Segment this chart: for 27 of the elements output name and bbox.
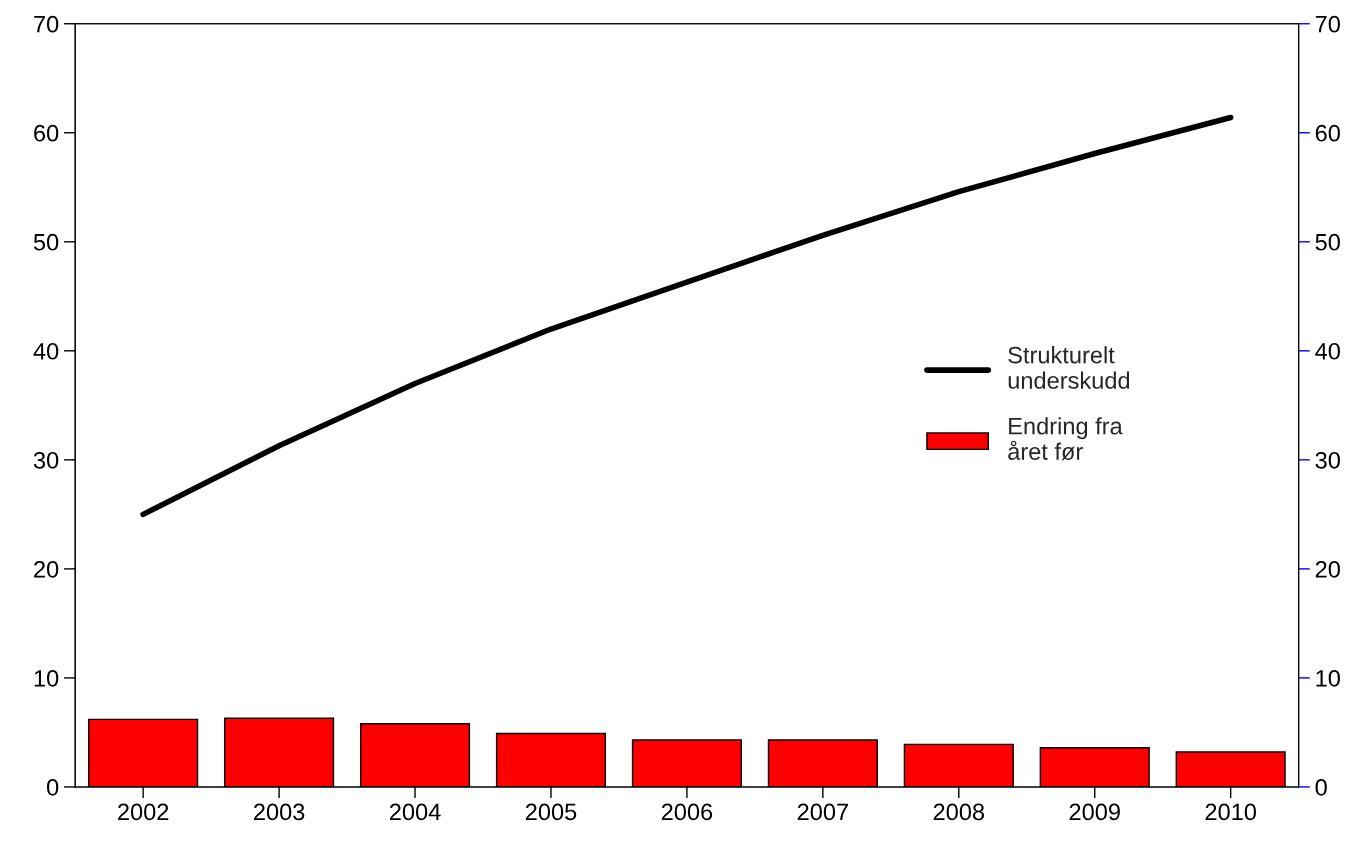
x-tick-label: 2010 [1205,803,1257,821]
x-tick-label: 2007 [797,803,848,821]
y-tick-label: 20 [34,560,59,578]
x-tick-label: 2009 [1069,803,1120,821]
x-tick-label: 2006 [661,803,713,821]
y2-tick-label: 0 [1315,779,1327,796]
y2-tick-label: 30 [1315,451,1340,469]
y-tick-label: 10 [34,669,59,687]
y2-tick-label: 20 [1315,560,1340,578]
y-tick-label: 0 [47,779,59,796]
y2-tick-label: 40 [1315,342,1340,360]
y-tick-label: 40 [33,342,59,360]
y-tick-label: 30 [33,451,59,469]
x-tick-label: 2002 [118,803,169,821]
x-tick-label: 2005 [525,803,577,821]
y2-tick-label: 60 [1315,124,1340,142]
y2-tick-label: 50 [1315,233,1340,251]
y-tick-label: 50 [33,233,59,251]
y-tick-label: 60 [34,124,59,142]
x-tick-label: 2004 [389,803,441,821]
y-tick-label: 70 [34,15,59,33]
y2-tick-label: 10 [1316,669,1340,687]
legend-label: Strukturelt underskudd [1008,346,1130,389]
x-tick-label: 2003 [254,803,305,821]
legend-label: Endring fra året før [1008,417,1123,461]
x-tick-label: 2008 [933,803,985,821]
y2-tick-label: 70 [1315,15,1340,33]
